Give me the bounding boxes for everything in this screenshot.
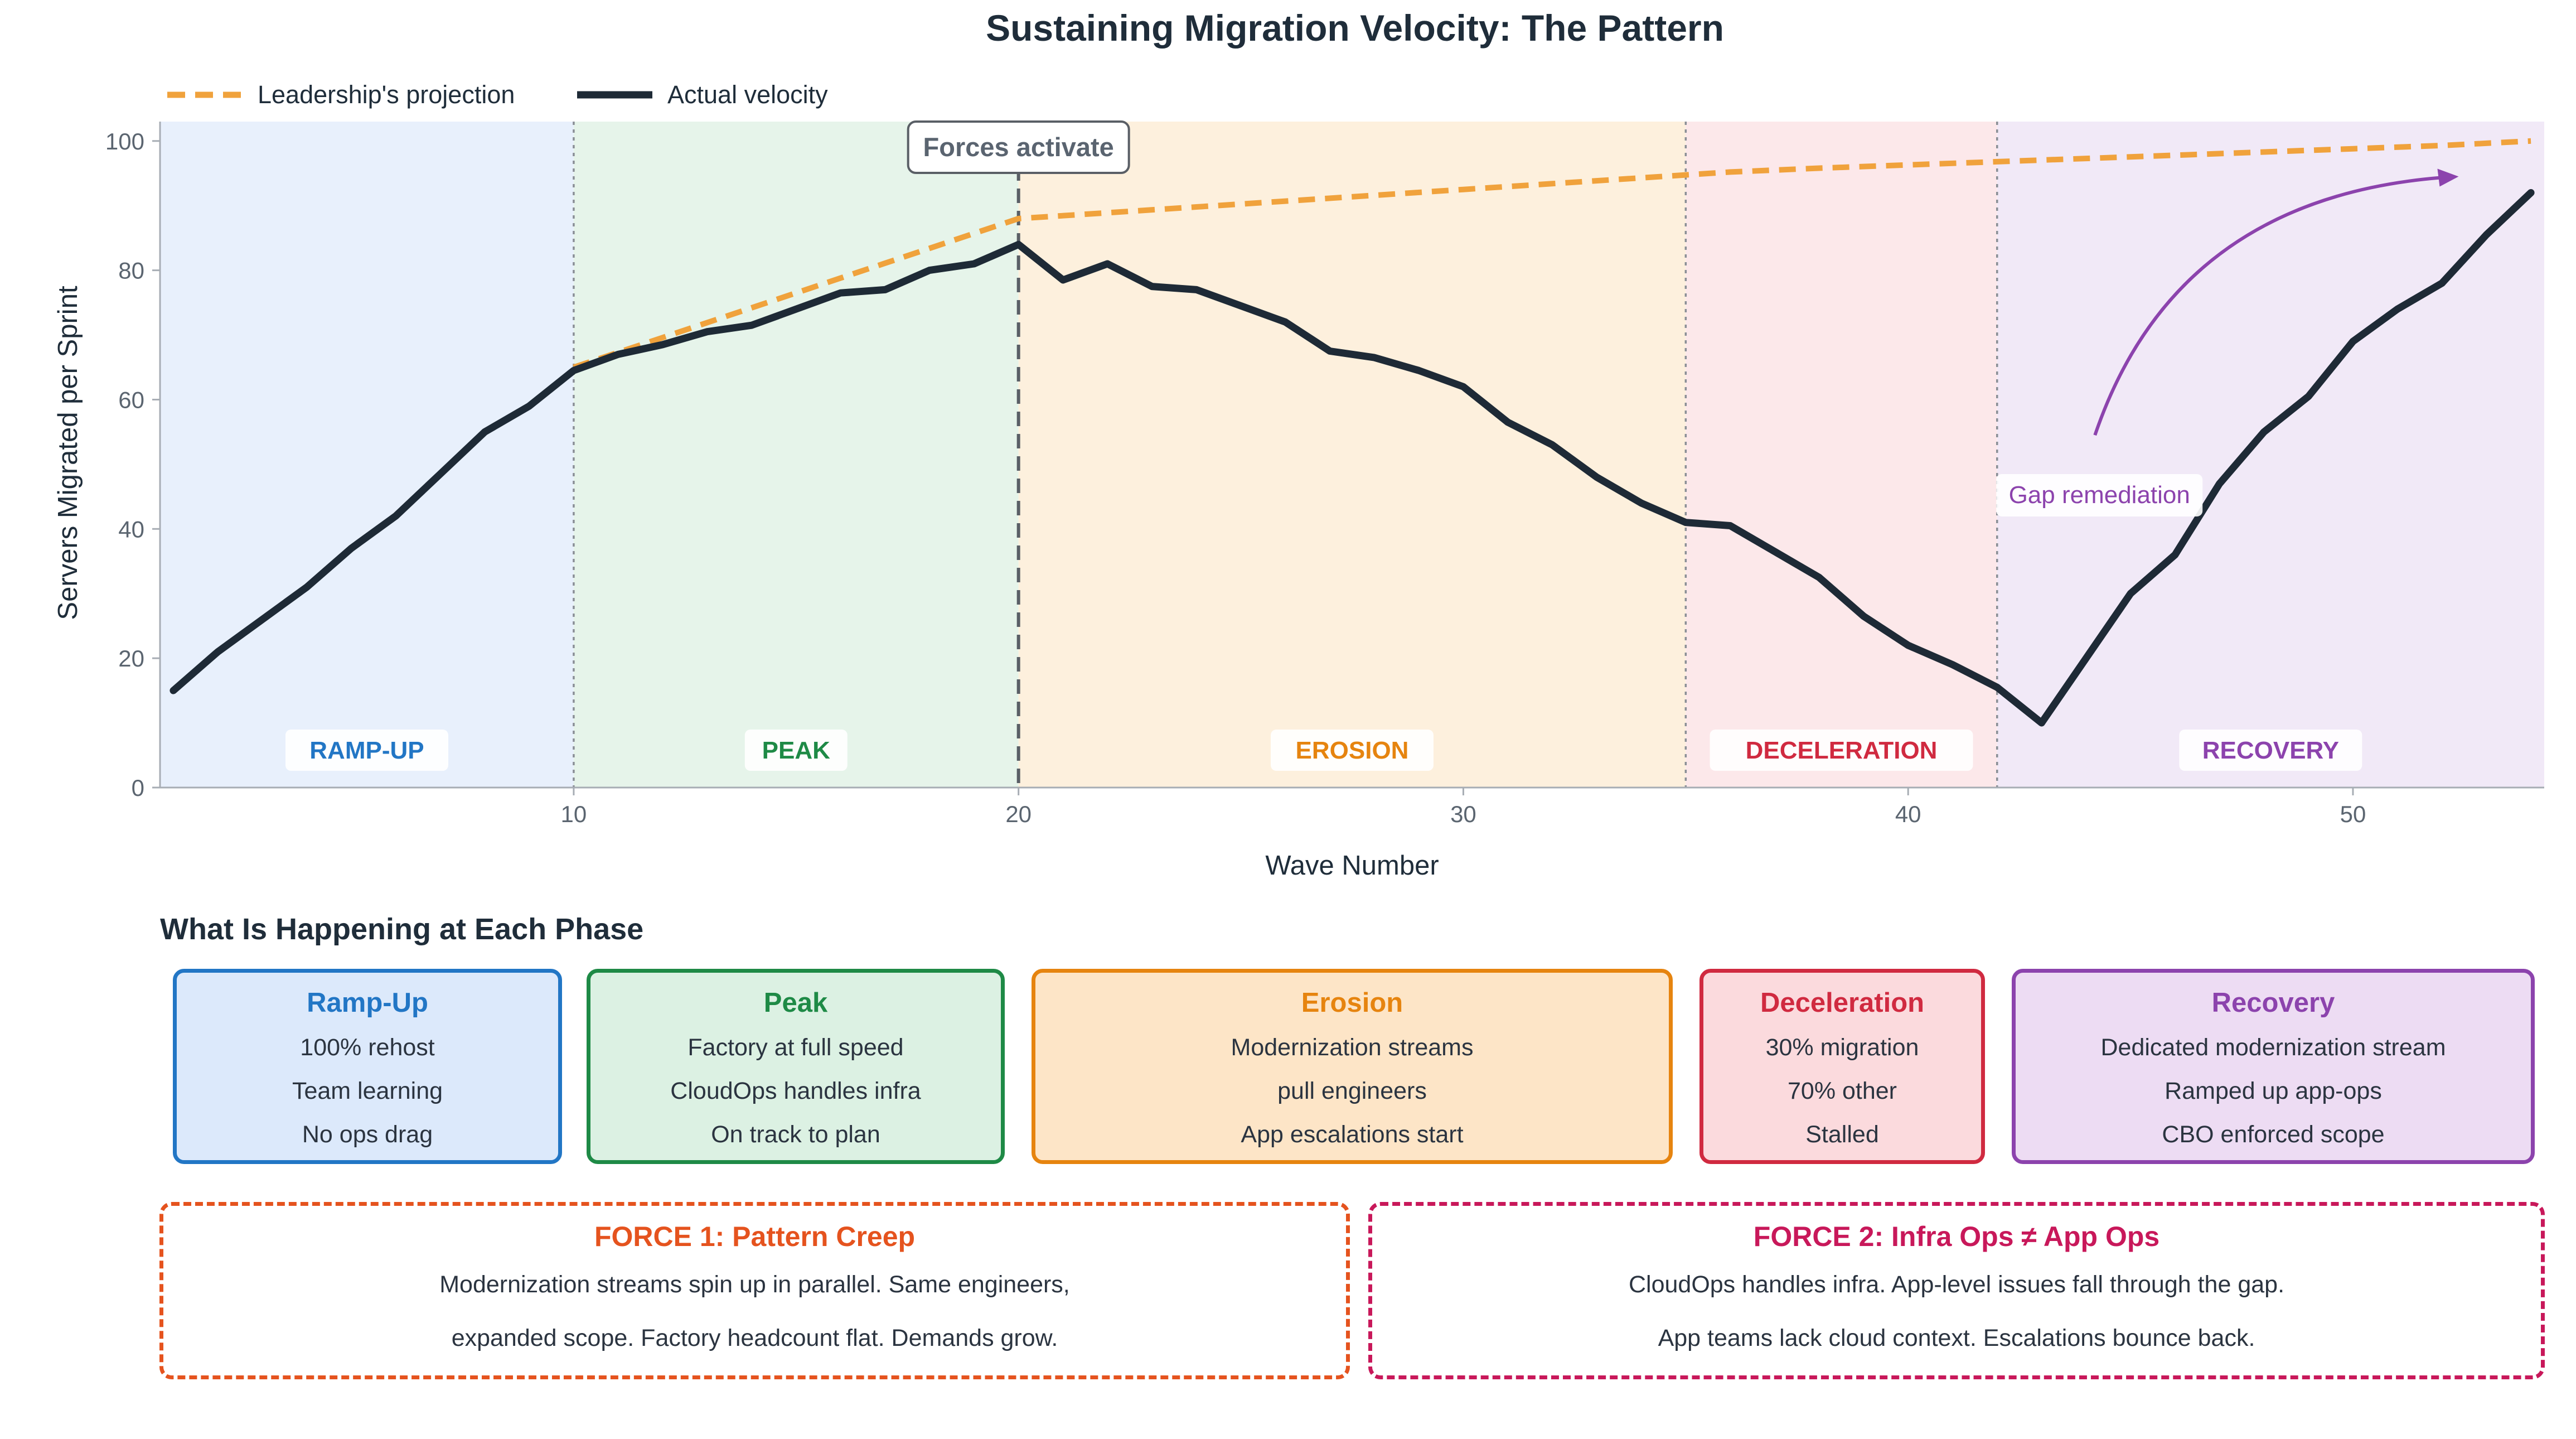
phase-box-line: On track to plan: [711, 1121, 880, 1148]
phase-label-bg: [2179, 730, 2362, 771]
phase-label-bg: [285, 730, 448, 771]
phase-band-erosion: [1018, 122, 1686, 788]
annotations: Forces activate Gap remediation: [907, 120, 2459, 516]
phase-box-line: Team learning: [292, 1078, 443, 1104]
actual-velocity-line: [170, 189, 2535, 727]
phase-box-line: pull engineers: [1277, 1078, 1427, 1104]
phase-box-line: CloudOps handles infra: [670, 1078, 921, 1104]
phase-box-line: 30% migration: [1765, 1034, 1919, 1061]
phase-section-title: What Is Happening at Each Phase: [160, 912, 644, 946]
chart-title: Sustaining Migration Velocity: The Patte…: [986, 7, 1724, 49]
phase-label-bg: [744, 730, 848, 771]
phase-label-deceleration: DECELERATION: [1746, 737, 1938, 764]
phase-label-peak: PEAK: [762, 737, 830, 764]
x-axis-label: Wave Number: [1265, 851, 1439, 881]
y-tick-label: 20: [118, 645, 144, 672]
legend: Leadership's projection Actual velocity: [167, 80, 828, 109]
phase-box-erosion: Erosion Modernization streams pull engin…: [1032, 969, 1673, 1164]
phase-band-recovery: [1997, 122, 2544, 788]
legend-label-actual: Actual velocity: [667, 80, 828, 109]
phase-box-peak: Peak Factory at full speed CloudOps hand…: [587, 969, 1005, 1164]
phase-box-line: No ops drag: [302, 1121, 433, 1148]
phase-box-title: Peak: [763, 988, 828, 1018]
phase-box-line: Factory at full speed: [687, 1034, 904, 1061]
y-tick-label: 0: [132, 775, 144, 801]
phase-box-recovery: Recovery Dedicated modernization stream …: [2012, 969, 2535, 1164]
phase-band-peak: [573, 122, 1019, 788]
x-tick-label: 20: [1005, 801, 1032, 827]
series-layer: [170, 138, 2535, 727]
gap-remediation-label: Gap remediation: [2009, 481, 2190, 509]
phase-bands: [160, 122, 2544, 788]
x-tick-label: 30: [1450, 801, 1476, 827]
gap-remediation-arrow: [2093, 176, 2441, 436]
x-tick-label: 40: [1895, 801, 1921, 827]
axes: 0 20 40 60 80 100 10 20 30 40 50: [105, 122, 2544, 827]
phase-label-erosion: EROSION: [1296, 737, 1409, 764]
phase-label-bg: [1271, 730, 1434, 771]
y-tick-label: 40: [118, 516, 144, 542]
force-title: FORCE 2: Infra Ops ≠ App Ops: [1753, 1221, 2160, 1252]
y-axis-label: Servers Migrated per Sprint: [53, 286, 83, 620]
phase-box-ramp-up: Ramp-Up 100% rehost Team learning No ops…: [173, 969, 562, 1164]
phase-box-line: Dedicated modernization stream: [2100, 1034, 2446, 1061]
force-box-pattern-creep: FORCE 1: Pattern Creep Modernization str…: [159, 1202, 1350, 1379]
leadership-projection-line: [573, 138, 2531, 370]
phase-box-line: CBO enforced scope: [2162, 1121, 2385, 1148]
y-tick-label: 100: [105, 128, 144, 154]
y-tick-label: 80: [118, 258, 144, 284]
force-line: expanded scope. Factory headcount flat. …: [451, 1325, 1058, 1351]
x-tick-label: 10: [561, 801, 587, 827]
gap-remediation-arrowhead: [2437, 168, 2459, 187]
phase-box-title: Ramp-Up: [307, 988, 428, 1018]
y-tick-label: 60: [118, 387, 144, 413]
phase-box-line: 100% rehost: [300, 1034, 435, 1061]
phase-box-title: Recovery: [2211, 988, 2335, 1018]
phase-label-bg: [1710, 730, 1973, 771]
phase-dividers: [573, 122, 1998, 788]
phase-box-deceleration: Deceleration 30% migration 70% other Sta…: [1699, 969, 1985, 1164]
phase-box-line: Ramped up app-ops: [2165, 1078, 2382, 1104]
phase-label-recovery: RECOVERY: [2202, 737, 2339, 764]
phase-band-deceleration: [1686, 122, 1997, 788]
phase-box-line: Stalled: [1805, 1121, 1879, 1148]
phase-box-line: App escalations start: [1241, 1121, 1464, 1148]
velocity-chart: Sustaining Migration Velocity: The Patte…: [53, 7, 2544, 881]
force-line: App teams lack cloud context. Escalation…: [1658, 1325, 2255, 1351]
phase-box-title: Deceleration: [1760, 988, 1925, 1018]
force-line: Modernization streams spin up in paralle…: [439, 1271, 1070, 1298]
phase-box-line: 70% other: [1787, 1078, 1897, 1104]
force-title: FORCE 1: Pattern Creep: [594, 1221, 916, 1252]
gap-remediation-bg: [1996, 474, 2203, 516]
phase-label-ramp-up: RAMP-UP: [309, 737, 424, 764]
forces-activate-callout: [907, 120, 1130, 174]
phase-band-ramp-up: [160, 122, 574, 788]
forces-activate-label: Forces activate: [923, 132, 1114, 162]
phase-box-title: Erosion: [1301, 988, 1403, 1018]
legend-label-projection: Leadership's projection: [258, 80, 515, 109]
x-tick-label: 50: [2340, 801, 2366, 827]
phase-box-line: Modernization streams: [1231, 1034, 1474, 1061]
force-box-infra-vs-app-ops: FORCE 2: Infra Ops ≠ App Ops CloudOps ha…: [1368, 1202, 2545, 1379]
force-line: CloudOps handles infra. App-level issues…: [1628, 1271, 2285, 1298]
phase-labels: RAMP-UP PEAK EROSION DECELERATION RECOVERY: [285, 730, 2362, 771]
